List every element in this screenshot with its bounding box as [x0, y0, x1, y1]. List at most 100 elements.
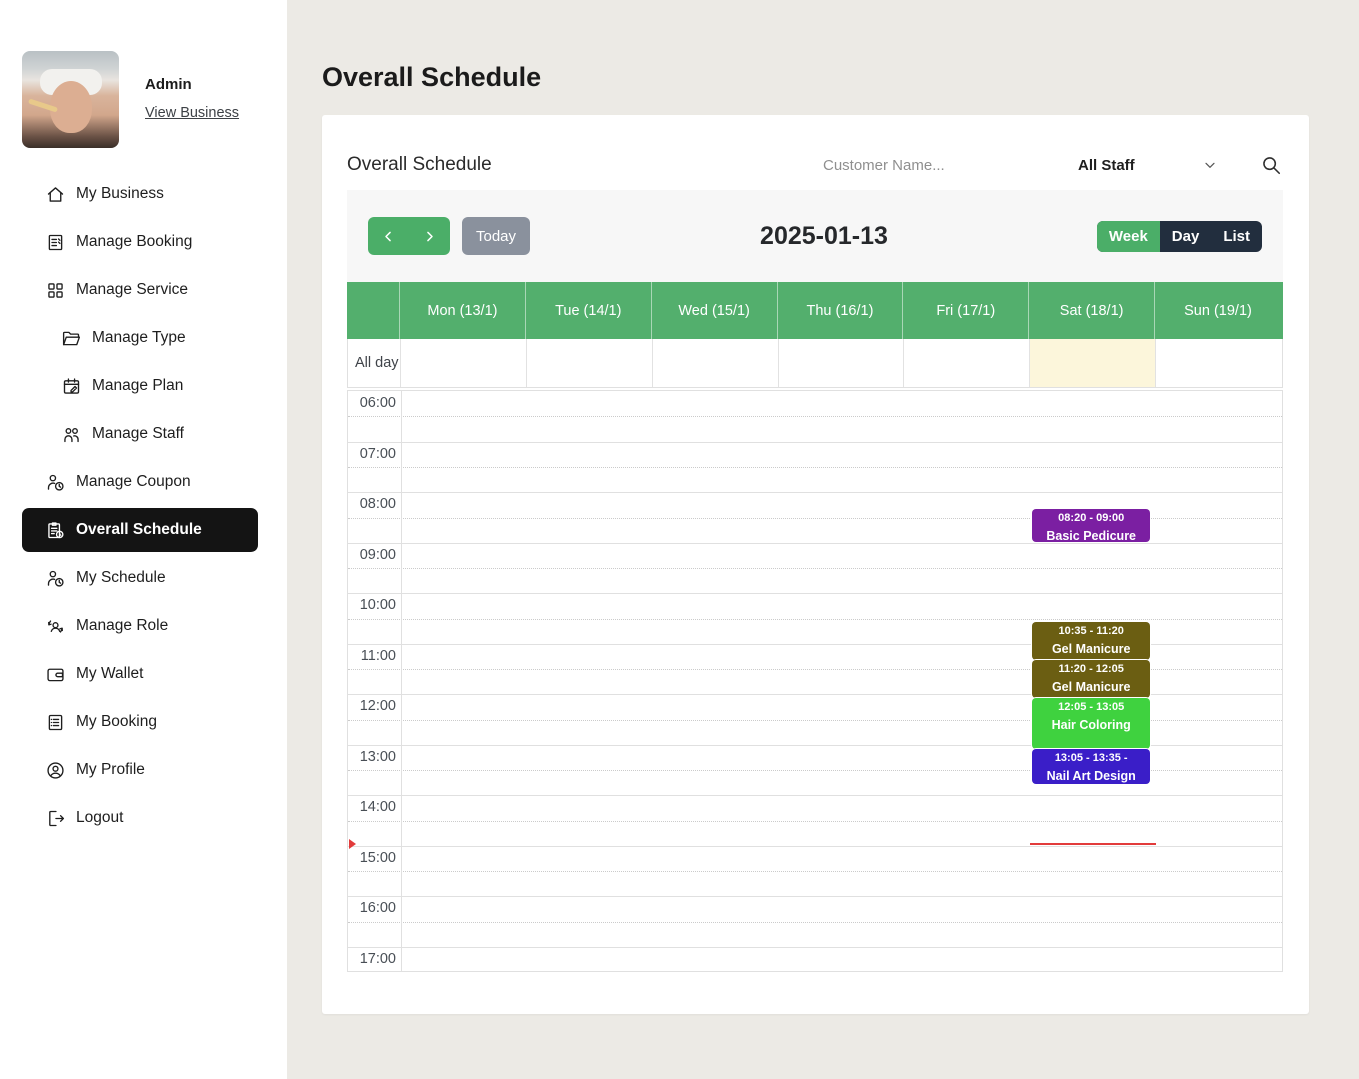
sidebar: Admin View Business My Business Manage Bo…: [0, 0, 287, 1079]
logout-icon: [44, 807, 66, 829]
time-label-1700: 17:00: [359, 950, 396, 967]
event-time: 13:05 - 13:35 -: [1054, 751, 1128, 764]
event-title: Basic Pedicure: [1046, 528, 1137, 543]
today-button[interactable]: Today: [462, 217, 531, 255]
user-clock-icon: [44, 471, 66, 493]
sidebar-item-label: My Wallet: [76, 665, 144, 682]
event-title: Nail Art Design: [1046, 768, 1136, 783]
calendar: Mon (13/1) Tue (14/1) Wed (15/1) Thu (16/1)…: [347, 282, 1283, 972]
day-header-sun: Sun (19/1): [1184, 302, 1252, 319]
all-day-row: All day: [347, 339, 1283, 388]
all-day-cell[interactable]: [1156, 339, 1282, 387]
event-time: 08:20 - 09:00: [1058, 511, 1125, 524]
user-circle-icon: [44, 759, 66, 781]
sidebar-item-my-booking[interactable]: My Booking: [22, 700, 258, 744]
day-header-wed: Wed (15/1): [652, 282, 778, 339]
calendar-event-gel-manicure[interactable]: 11:20 - 12:05 Gel Manicure: [1032, 660, 1151, 699]
next-button[interactable]: [409, 217, 450, 255]
event-title: Gel Manicure: [1051, 680, 1131, 695]
hour-row: [348, 946, 1282, 972]
sidebar-item-label: Manage Staff: [92, 425, 184, 442]
user-role-icon: [44, 615, 66, 637]
all-day-cell[interactable]: [527, 339, 653, 387]
all-day-cell[interactable]: [779, 339, 905, 387]
event-time: 11:20 - 12:05: [1058, 663, 1124, 676]
calendar-day-headers: Mon (13/1) Tue (14/1) Wed (15/1) Thu (16/1)…: [347, 282, 1283, 339]
all-day-cell[interactable]: [401, 339, 527, 387]
page-title: Overall Schedule: [322, 62, 542, 92]
sidebar-item-manage-role[interactable]: Manage Role: [22, 604, 258, 648]
wallet-icon: [44, 663, 66, 685]
sidebar-item-label: My Booking: [76, 713, 157, 730]
sidebar-item-manage-staff[interactable]: Manage Staff: [22, 412, 258, 456]
hour-row: [348, 795, 1282, 846]
staff-people-icon: [60, 423, 82, 445]
view-toggle-list[interactable]: List: [1223, 227, 1250, 245]
event-time: 10:35 - 11:20: [1058, 625, 1124, 638]
view-toggle-day[interactable]: Day: [1171, 227, 1200, 245]
sidebar-item-overall-schedule[interactable]: Overall Schedule: [22, 508, 258, 552]
search-icon[interactable]: [1260, 154, 1282, 176]
sidebar-item-my-profile[interactable]: My Profile: [22, 748, 258, 792]
grid-icon: [44, 279, 66, 301]
day-header-thu: Thu (16/1): [778, 282, 904, 339]
hour-row: [348, 542, 1282, 594]
header-controls: All Staff: [823, 154, 1284, 176]
view-toggle-week[interactable]: Week: [1096, 220, 1160, 252]
event-title: Gel Manicure: [1051, 642, 1131, 657]
gutter-divider: [401, 391, 402, 971]
hour-row: [348, 694, 1282, 745]
hour-row: [348, 441, 1282, 493]
all-day-cell[interactable]: [904, 339, 1031, 387]
sidebar-item-manage-service[interactable]: Manage Service: [22, 268, 258, 312]
view-business-link[interactable]: View Business: [145, 105, 240, 121]
sidebar-item-my-schedule[interactable]: My Schedule: [22, 556, 258, 600]
sidebar-item-manage-plan[interactable]: Manage Plan: [22, 364, 258, 408]
calendar-event-gel-manicure[interactable]: 10:35 - 11:20 Gel Manicure: [1032, 622, 1151, 661]
user-clock-icon: [44, 567, 66, 589]
time-label-0700: 07:00: [359, 445, 396, 462]
all-day-label: All day: [348, 339, 401, 387]
booking-document-icon: [44, 231, 66, 253]
chevron-down-icon: [1202, 157, 1218, 173]
calendar-event-basic-pedicure[interactable]: 08:20 - 09:00 Basic Pedicure: [1032, 508, 1151, 543]
sidebar-item-logout[interactable]: Logout: [22, 796, 258, 840]
day-header-gutter: [347, 282, 400, 339]
staff-select[interactable]: All Staff: [1078, 157, 1218, 174]
calendar-toolbar: Today 2025-01-13 Week Day List: [347, 190, 1283, 282]
sidebar-item-label: My Schedule: [76, 569, 166, 586]
sidebar-item-manage-type[interactable]: Manage Type: [22, 316, 258, 360]
sidebar-item-label: Logout: [76, 809, 124, 826]
hour-row: [348, 744, 1282, 796]
all-day-cell[interactable]: [653, 339, 779, 387]
current-date-label: 2025-01-13: [760, 221, 888, 250]
all-day-cell[interactable]: [1030, 339, 1157, 387]
sidebar-item-my-business[interactable]: My Business: [22, 172, 258, 216]
calendar-event-nail-art-design[interactable]: 13:05 - 13:35 - Nail Art Design: [1032, 748, 1151, 784]
time-label-0900: 09:00: [359, 546, 396, 563]
calendar-event-hair-coloring[interactable]: 12:05 - 13:05 Hair Coloring: [1032, 698, 1151, 749]
sidebar-item-label: Manage Role: [76, 617, 169, 634]
card-title: Overall Schedule: [347, 154, 492, 175]
sidebar-item-manage-booking[interactable]: Manage Booking: [22, 220, 258, 264]
sidebar-item-label: Manage Type: [92, 329, 186, 346]
customer-name-input[interactable]: [823, 156, 1023, 174]
hour-row: [348, 845, 1282, 897]
time-grid[interactable]: 06:00 07:00 08:00 09:00 10:00 11:00 12:00 13:00…: [347, 390, 1283, 972]
hour-row: [348, 643, 1282, 695]
time-label-0600: 06:00: [359, 395, 396, 411]
sidebar-item-manage-coupon[interactable]: Manage Coupon: [22, 460, 258, 504]
event-time: 12:05 - 13:05: [1058, 701, 1125, 714]
prev-button[interactable]: [368, 217, 409, 255]
sidebar-item-my-wallet[interactable]: My Wallet: [22, 652, 258, 696]
clipboard-clock-icon: [44, 519, 66, 541]
day-header-fri: Fri (17/1): [903, 282, 1030, 339]
day-header-tue: Tue (14/1): [526, 282, 652, 339]
sidebar-item-label: Manage Service: [76, 281, 189, 298]
profile-photo: [22, 51, 119, 148]
sidebar-item-label: Manage Booking: [76, 233, 193, 250]
sidebar-item-label: Manage Plan: [92, 377, 184, 394]
profile-name: Admin: [145, 76, 192, 93]
hour-row: [348, 593, 1282, 644]
time-label-1100: 11:00: [360, 647, 396, 664]
